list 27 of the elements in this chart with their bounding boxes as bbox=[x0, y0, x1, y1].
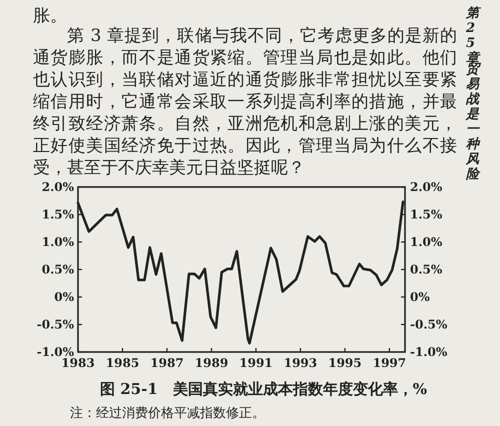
x-tick-label: 1995 bbox=[328, 356, 362, 370]
y-tick-label: 1.0% bbox=[42, 235, 75, 249]
x-tick-label: 1987 bbox=[150, 356, 184, 370]
y2-tick-label: 2.0% bbox=[410, 180, 443, 194]
y-tick-label: 1.5% bbox=[42, 208, 75, 222]
text: 第 3 章提到，联储与我不同，它考虑更多的是新的通货膨胀，而不是通货紧缩。管理当局也是如此。他们也认识到，当联储对逼近的通货膨胀非常担忧以至要紧缩信用时，它通常会采取一系列提高利率的措施，并最终引致经济萧条。自然，亚洲危机和急剧上涨的美元，正好使美国经济免于过热。因此，管理当局为什么不接受，甚至于不庆幸美元日益坚挺呢？ bbox=[33, 25, 457, 179]
text: 贸易战是一种风险 bbox=[466, 62, 480, 182]
y2-tick-label: 0.5% bbox=[410, 262, 443, 276]
text: 图 25-1 美国真实就业成本指数年度变化率，% bbox=[100, 380, 428, 399]
x-tick-label: 1989 bbox=[194, 356, 228, 370]
x-tick-label: 1997 bbox=[372, 356, 406, 370]
y-tick-label: -1.0% bbox=[36, 345, 75, 359]
x-tick-label: 1993 bbox=[284, 356, 318, 370]
text: 胀。 bbox=[33, 5, 67, 27]
y2-tick-label: 0% bbox=[410, 290, 430, 304]
text: 注：经过消费价格平减指数修正。 bbox=[70, 405, 265, 422]
x-tick-label: 1983 bbox=[61, 356, 95, 370]
y-tick-label: 0.5% bbox=[42, 262, 75, 276]
x-tick-label: 1985 bbox=[106, 356, 140, 370]
y-tick-label: 2.0% bbox=[42, 180, 75, 194]
y2-tick-label: 1.0% bbox=[410, 235, 443, 249]
y-tick-label: 0% bbox=[54, 290, 75, 304]
y2-tick-label: -0.5% bbox=[410, 318, 448, 332]
y-tick-label: -0.5% bbox=[36, 318, 75, 332]
y2-tick-label: 1.5% bbox=[410, 208, 443, 222]
y2-tick-label: -1.0% bbox=[410, 345, 448, 359]
x-tick-label: 1991 bbox=[239, 356, 273, 370]
